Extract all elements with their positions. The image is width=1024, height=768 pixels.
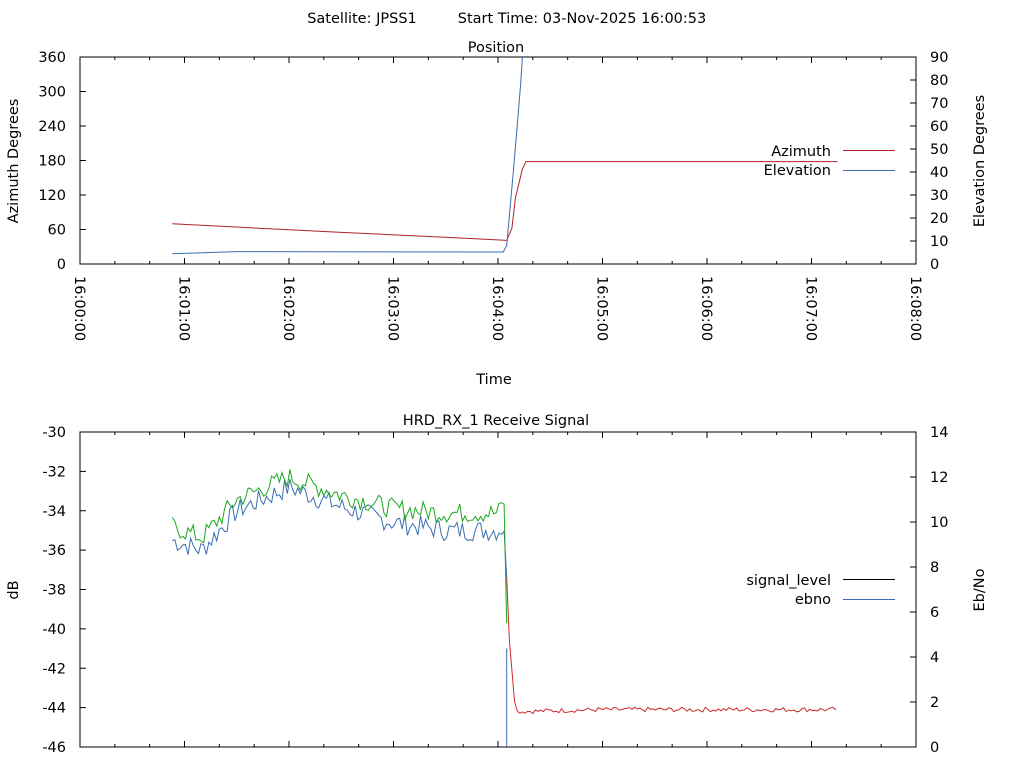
db-tick-label: -42 xyxy=(42,661,66,677)
legend-ebno-label: ebno xyxy=(795,592,831,608)
time-tick-label: 16:07:00 xyxy=(803,276,819,341)
db-tick-label: -46 xyxy=(42,740,66,756)
elevation-tick-label: 30 xyxy=(930,188,948,204)
azimuth-tick-label: 180 xyxy=(38,154,66,170)
ebno-tick-label: 4 xyxy=(930,650,939,666)
ebno-axis-label: Eb/No xyxy=(972,568,988,611)
ebno-line xyxy=(171,469,508,624)
ebno-tick-labels: 0 2 4 6 8 10 12 14 xyxy=(930,425,948,756)
signal-level-line xyxy=(506,577,837,715)
position-tick-marks xyxy=(79,56,917,265)
ebno-tick-label: 10 xyxy=(930,515,948,531)
elevation-tick-label: 10 xyxy=(930,234,948,250)
legend-azimuth-label: Azimuth xyxy=(771,144,831,160)
db-tick-label: -40 xyxy=(42,622,66,638)
time-tick-label: 16:04:00 xyxy=(489,276,505,341)
time-tick-label: 16:05:00 xyxy=(594,276,610,341)
time-tick-label: 16:08:00 xyxy=(907,276,923,341)
signal-level-line-lock xyxy=(172,478,508,578)
time-tick-label: 16:02:00 xyxy=(280,276,296,341)
ebno-tick-label: 12 xyxy=(930,470,948,486)
elevation-tick-label: 90 xyxy=(930,50,948,66)
elevation-tick-label: 80 xyxy=(930,73,948,89)
position-series xyxy=(172,56,838,255)
azimuth-tick-label: 0 xyxy=(57,257,66,273)
db-tick-label: -32 xyxy=(42,464,66,480)
time-tick-label: 16:01:00 xyxy=(176,276,192,341)
satellite-label: Satellite: JPSS1 xyxy=(307,11,417,27)
ebno-tick-label: 0 xyxy=(930,740,939,756)
signal-legend: signal_level ebno xyxy=(746,573,895,608)
time-axis-label: Time xyxy=(475,372,512,388)
elevation-axis-label: Elevation Degrees xyxy=(972,95,988,227)
time-tick-labels: 16:00:00 16:01:00 16:02:00 16:03:00 16:04:00… xyxy=(71,276,923,341)
ebno-tick-label: 6 xyxy=(930,605,939,621)
azimuth-tick-label: 240 xyxy=(38,119,66,135)
time-tick-label: 16:03:00 xyxy=(385,276,401,341)
time-tick-label: 16:06:00 xyxy=(698,276,714,341)
db-tick-label: -38 xyxy=(42,583,66,599)
elevation-tick-label: 50 xyxy=(930,142,948,158)
db-tick-label: -44 xyxy=(42,701,66,717)
azimuth-tick-label: 60 xyxy=(48,223,66,239)
position-chart-title: Position xyxy=(468,40,524,56)
db-axis-label: dB xyxy=(6,580,22,599)
position-plot-frame xyxy=(79,56,917,265)
signal-chart-title: HRD_RX_1 Receive Signal xyxy=(403,413,589,429)
db-tick-label: -34 xyxy=(42,504,66,520)
legend-elevation-label: Elevation xyxy=(764,163,831,179)
elevation-tick-label: 60 xyxy=(930,119,948,135)
ebno-tick-label: 8 xyxy=(930,560,939,576)
position-legend: Azimuth Elevation xyxy=(764,144,895,179)
azimuth-tick-label: 300 xyxy=(38,85,66,101)
ebno-tick-label: 14 xyxy=(930,425,948,441)
db-tick-label: -36 xyxy=(42,543,66,559)
signal-series xyxy=(171,469,837,747)
signal-tick-marks xyxy=(79,431,917,748)
elevation-line xyxy=(172,56,523,255)
elevation-tick-labels: 0 10 20 30 40 50 60 70 80 90 xyxy=(930,50,948,273)
start-time-label: Start Time: 03-Nov-2025 16:00:53 xyxy=(458,11,706,27)
elevation-tick-label: 20 xyxy=(930,211,948,227)
elevation-tick-label: 0 xyxy=(930,257,939,273)
azimuth-axis-label: Azimuth Degrees xyxy=(6,99,22,224)
azimuth-tick-labels: 0 60 120 180 240 300 360 xyxy=(38,50,66,273)
db-tick-label: -30 xyxy=(42,425,66,441)
signal-plot-frame xyxy=(79,431,917,748)
elevation-tick-label: 70 xyxy=(930,96,948,112)
azimuth-line xyxy=(172,161,838,241)
azimuth-tick-label: 360 xyxy=(38,50,66,66)
elevation-tick-label: 40 xyxy=(930,165,948,181)
db-tick-labels: -30 -32 -34 -36 -38 -40 -42 -44 -46 xyxy=(42,425,66,756)
ebno-tick-label: 2 xyxy=(930,695,939,711)
azimuth-tick-label: 120 xyxy=(38,188,66,204)
legend-signal-level-label: signal_level xyxy=(746,573,831,589)
time-tick-label: 16:00:00 xyxy=(71,276,87,341)
